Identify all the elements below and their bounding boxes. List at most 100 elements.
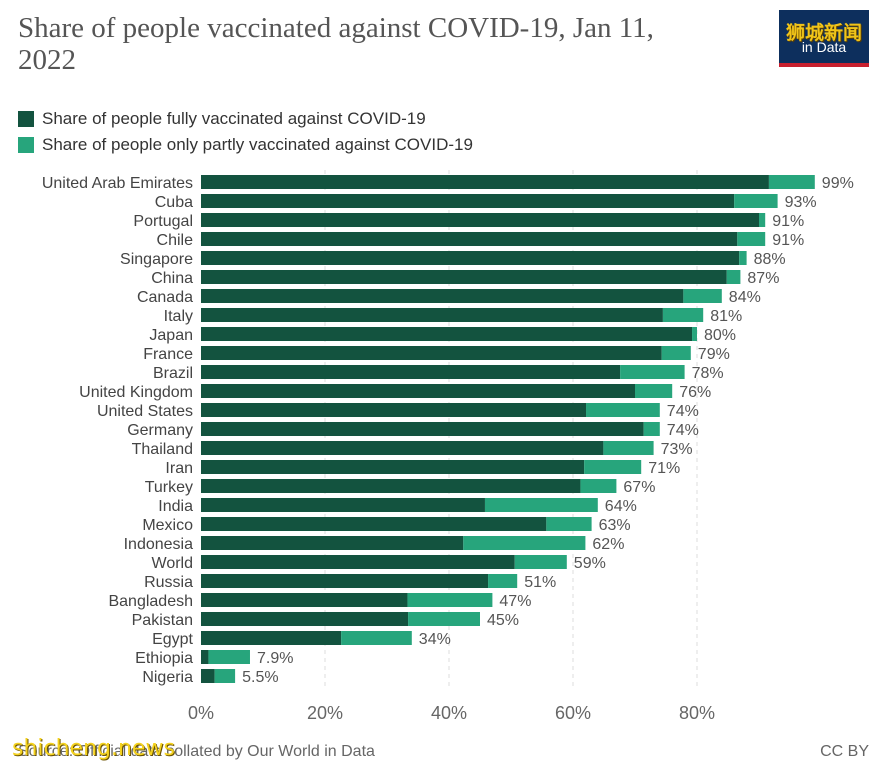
bar-fully-vaccinated	[201, 479, 581, 493]
bar-fully-vaccinated	[201, 669, 215, 683]
watermark: shicheng.news	[12, 736, 175, 761]
bar-fully-vaccinated	[201, 517, 547, 531]
bar-fully-vaccinated	[201, 232, 738, 246]
bar-partly-vaccinated	[620, 365, 685, 379]
value-label: 74%	[667, 422, 699, 439]
logo-overlay-text: 狮城新闻	[785, 22, 862, 44]
value-label: 51%	[524, 574, 556, 591]
value-label: 5.5%	[242, 669, 278, 686]
category-label: United States	[97, 403, 193, 420]
value-label: 81%	[710, 308, 742, 325]
value-label: 34%	[419, 631, 451, 648]
category-label: Indonesia	[124, 536, 193, 553]
bar-partly-vaccinated	[683, 289, 722, 303]
value-label: 74%	[667, 403, 699, 420]
logo-text: in Data	[801, 39, 847, 55]
bar-fully-vaccinated	[201, 460, 585, 474]
bar-partly-vaccinated	[643, 422, 660, 436]
value-label: 78%	[692, 365, 724, 382]
bar-partly-vaccinated	[488, 574, 518, 588]
bar-partly-vaccinated	[214, 669, 236, 683]
bar-partly-vaccinated	[739, 251, 747, 265]
value-label: 91%	[772, 213, 804, 230]
bar-fully-vaccinated	[201, 536, 464, 550]
value-label: 64%	[605, 498, 637, 515]
bar-partly-vaccinated	[408, 612, 480, 626]
bar-partly-vaccinated	[580, 479, 617, 493]
bar-fully-vaccinated	[201, 327, 693, 341]
owid-logo[interactable]: 狮城新闻 in Data	[779, 10, 869, 67]
category-label: Chile	[157, 232, 194, 249]
value-label: 76%	[679, 384, 711, 401]
legend-item-fully[interactable]: Share of people fully vaccinated against…	[18, 106, 473, 132]
bar-partly-vaccinated	[635, 384, 673, 398]
license-label[interactable]: CC BY	[820, 743, 869, 760]
value-label: 79%	[698, 346, 730, 363]
value-label: 93%	[785, 194, 817, 211]
legend: Share of people fully vaccinated against…	[18, 106, 473, 158]
legend-label-fully: Share of people fully vaccinated against…	[42, 109, 426, 128]
legend-item-partly[interactable]: Share of people only partly vaccinated a…	[18, 132, 473, 158]
bar-fully-vaccinated	[201, 403, 587, 417]
value-label: 91%	[772, 232, 804, 249]
category-label: Italy	[164, 308, 193, 325]
value-label: 62%	[592, 536, 624, 553]
bar-partly-vaccinated	[768, 175, 815, 189]
bar-fully-vaccinated	[201, 650, 209, 664]
bar-partly-vaccinated	[584, 460, 642, 474]
value-label: 84%	[729, 289, 761, 306]
bar-partly-vaccinated	[603, 441, 654, 455]
bar-partly-vaccinated	[586, 403, 660, 417]
value-label: 45%	[487, 612, 519, 629]
bar-fully-vaccinated	[201, 346, 662, 360]
bar-fully-vaccinated	[201, 308, 663, 322]
category-label: Bangladesh	[108, 593, 193, 610]
category-label: Brazil	[153, 365, 193, 382]
value-label: 59%	[574, 555, 606, 572]
category-label: Ethiopia	[135, 650, 193, 667]
category-label: Iran	[165, 460, 193, 477]
bar-fully-vaccinated	[201, 574, 489, 588]
bar-fully-vaccinated	[201, 194, 735, 208]
x-tick-label: 20%	[307, 703, 343, 723]
bar-fully-vaccinated	[201, 593, 408, 607]
bar-fully-vaccinated	[201, 365, 621, 379]
bar-partly-vaccinated	[661, 346, 691, 360]
source-note[interactable]: Source: Official data collated by Our Wo…	[18, 743, 375, 760]
x-tick-label: 0%	[188, 703, 214, 723]
bar-partly-vaccinated	[692, 327, 697, 341]
bar-partly-vaccinated	[407, 593, 493, 607]
bar-partly-vaccinated	[737, 232, 766, 246]
bar-chart: 0% 20% 40% 60% 80% United Arab Emirates 99% Cub…	[42, 170, 854, 723]
category-label: Portugal	[133, 213, 193, 230]
x-tick-label: 80%	[679, 703, 715, 723]
value-label: 7.9%	[257, 650, 293, 667]
category-label: Canada	[137, 289, 193, 306]
bar-partly-vaccinated	[759, 213, 766, 227]
legend-swatch-fully	[18, 111, 34, 127]
bar-fully-vaccinated	[201, 384, 635, 398]
bar-partly-vaccinated	[546, 517, 592, 531]
category-label: Germany	[127, 422, 193, 439]
category-label: China	[151, 270, 193, 287]
value-label: 87%	[747, 270, 779, 287]
bar-fully-vaccinated	[201, 175, 769, 189]
category-label: Egypt	[152, 631, 193, 648]
x-tick-label: 60%	[555, 703, 591, 723]
category-label: Singapore	[120, 251, 193, 268]
value-label: 71%	[648, 460, 680, 477]
value-label: 67%	[623, 479, 655, 496]
category-label: United Arab Emirates	[42, 175, 193, 192]
bar-fully-vaccinated	[201, 441, 604, 455]
category-label: Turkey	[145, 479, 193, 496]
category-label: World	[152, 555, 194, 572]
category-label: Thailand	[132, 441, 193, 458]
bar-partly-vaccinated	[484, 498, 598, 512]
category-label: United Kingdom	[79, 384, 193, 401]
bar-partly-vaccinated	[734, 194, 778, 208]
legend-swatch-partly	[18, 137, 34, 153]
x-tick-label: 40%	[431, 703, 467, 723]
value-label: 47%	[499, 593, 531, 610]
bar-partly-vaccinated	[514, 555, 567, 569]
bar-partly-vaccinated	[463, 536, 586, 550]
